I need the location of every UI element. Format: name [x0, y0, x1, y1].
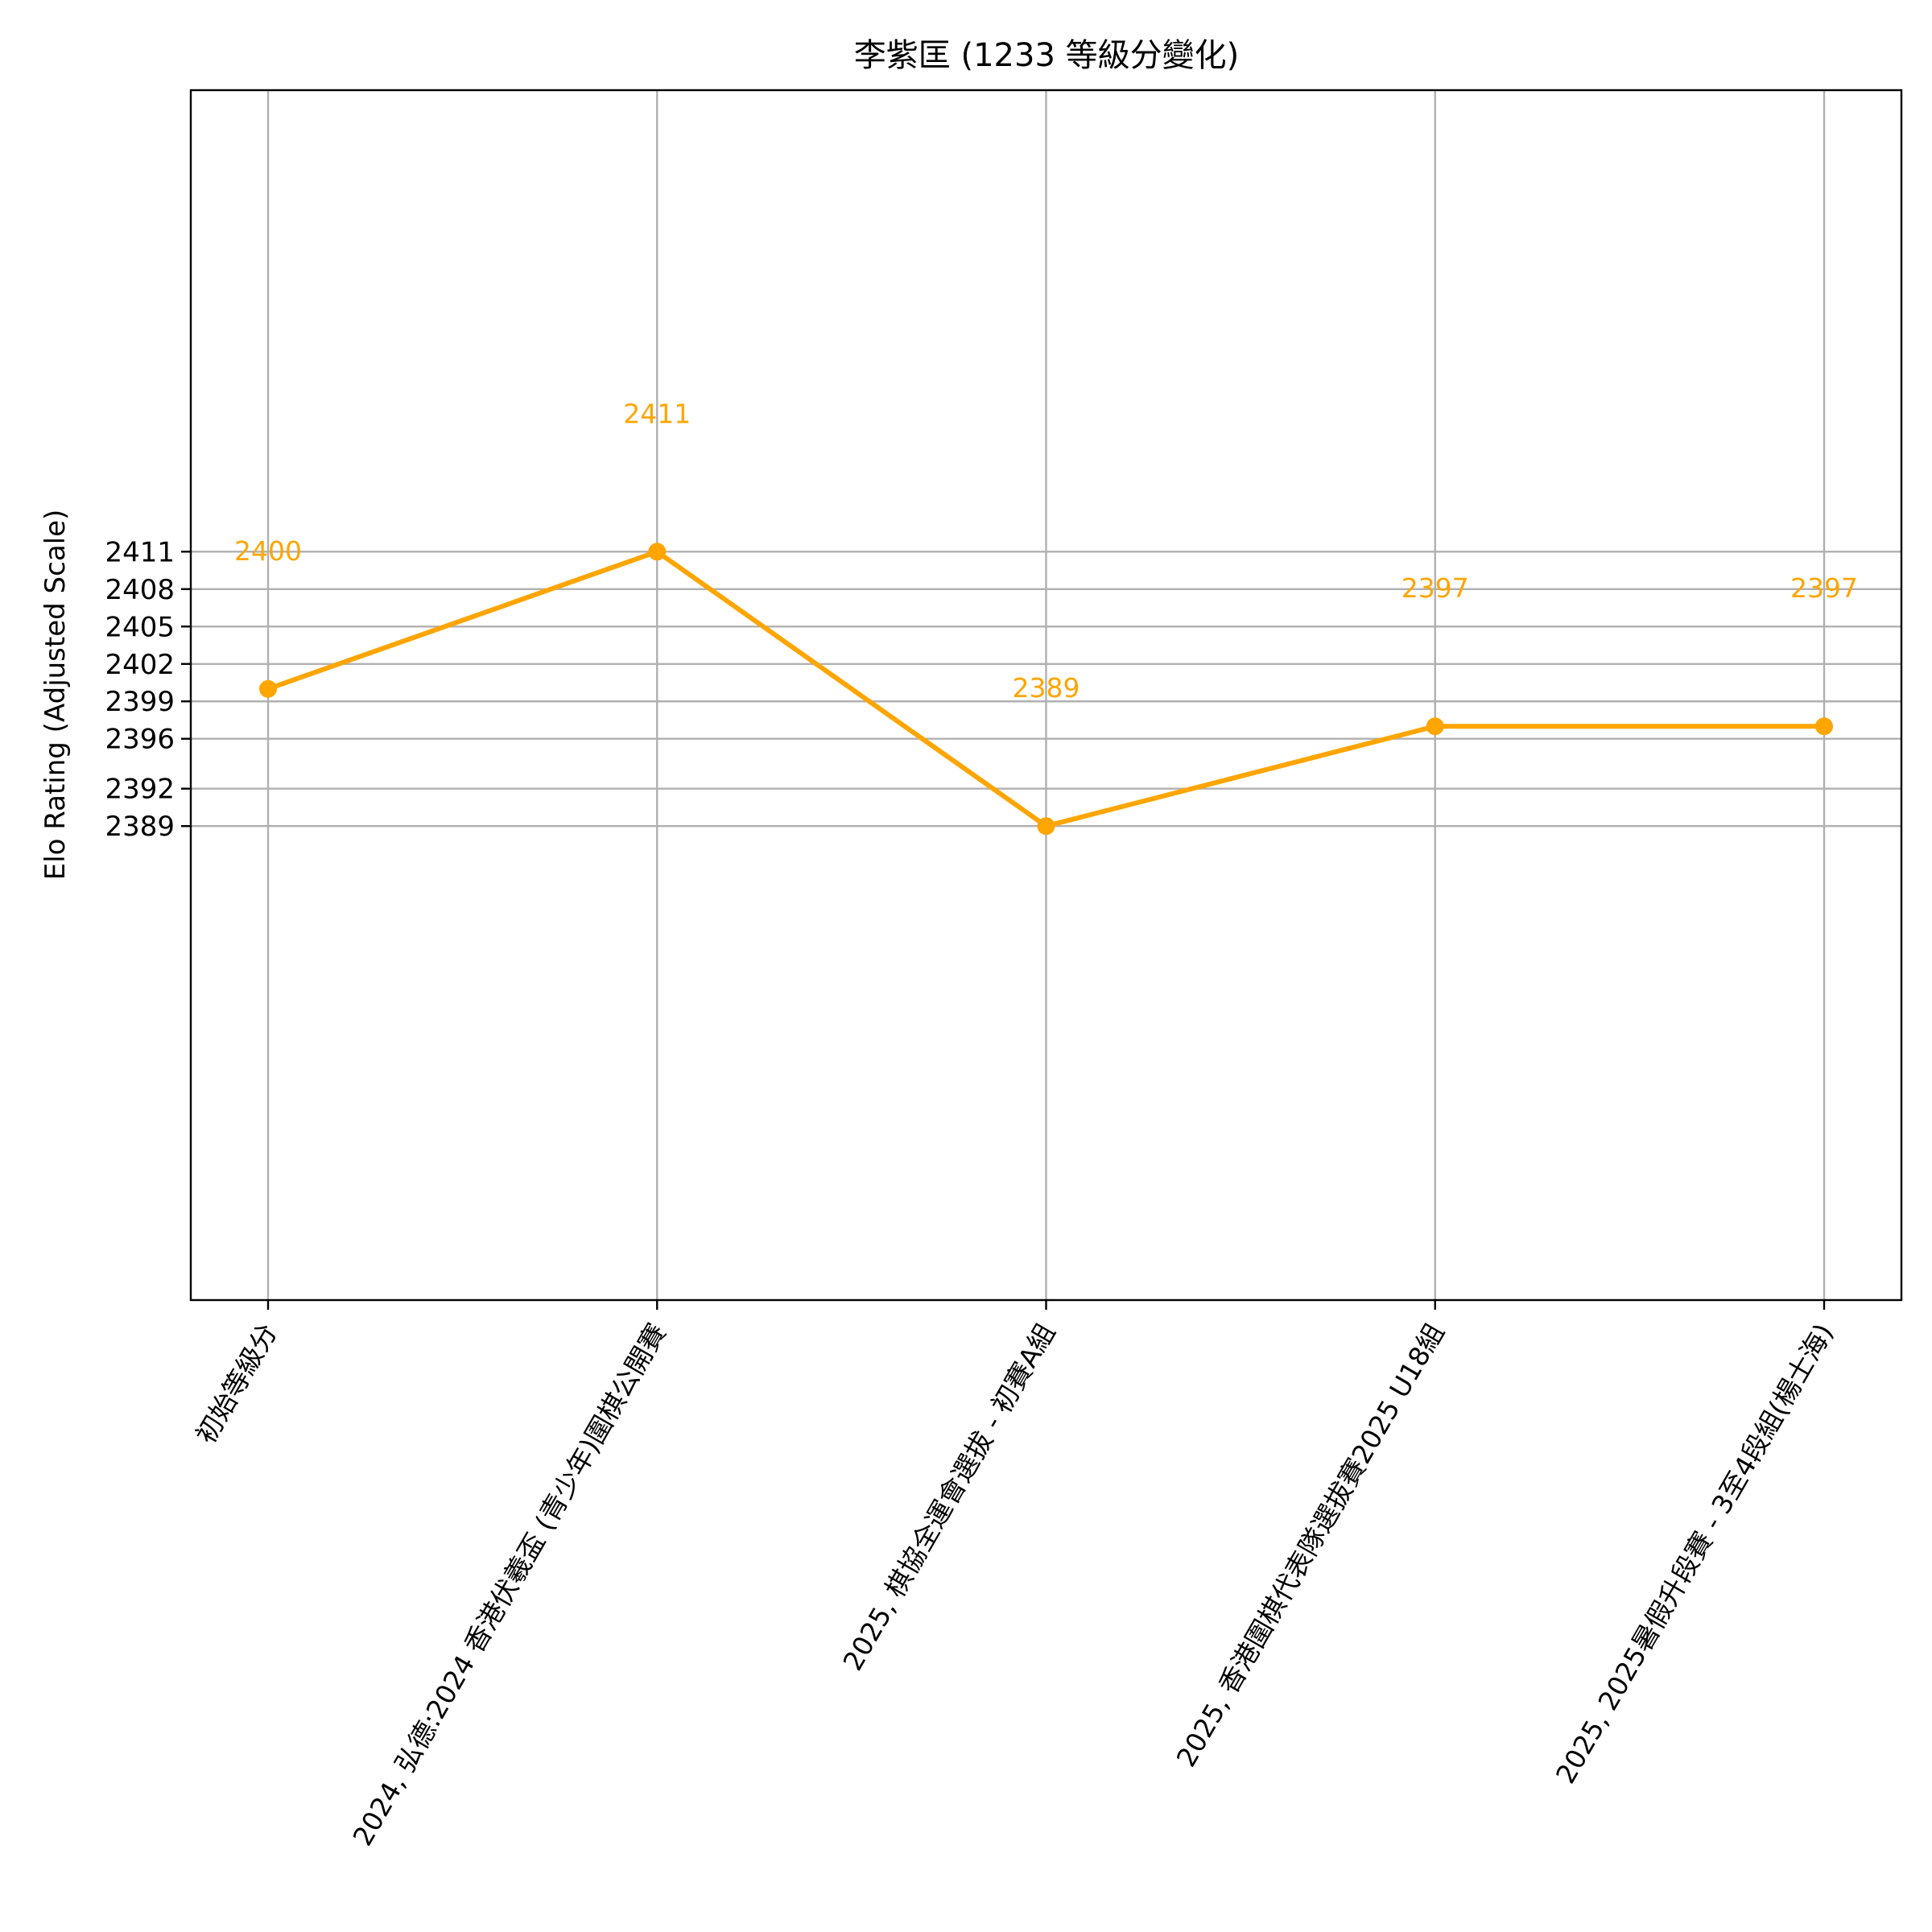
- y-tick-label: 2405: [105, 611, 175, 643]
- y-axis-label: Elo Rating (Adjusted Scale): [39, 510, 72, 881]
- y-axis-ticks: 2389 2392 2396 2399 2402 2405 2408 2411: [105, 536, 191, 843]
- data-point: [1815, 717, 1833, 736]
- x-axis-ticks: 初始等級分 2024, 弘德:2024 香港伏羲盃 (青少年)圍棋公開賽 2025,…: [190, 1300, 1839, 1851]
- y-tick-label: 2396: [105, 724, 175, 756]
- y-tick-label: 2392: [105, 774, 175, 806]
- y-tick-label: 2399: [105, 686, 175, 718]
- y-tick-label: 2411: [105, 536, 175, 568]
- data-labels: 2400 2411 2389 2397 2397: [234, 398, 1858, 704]
- x-tick-label: 初始等級分: [190, 1319, 283, 1449]
- rating-series: [259, 543, 1833, 836]
- data-label: 2389: [1013, 672, 1080, 704]
- data-point: [259, 679, 277, 698]
- data-point: [1037, 817, 1055, 836]
- data-label: 2400: [234, 535, 302, 567]
- x-tick-label: 2025, 香港圍棋代表隊選拔賽2025 U18組: [1170, 1319, 1451, 1773]
- x-tick-label: 2024, 弘德:2024 香港伏羲盃 (青少年)圍棋公開賽: [347, 1319, 673, 1852]
- y-tick-label: 2408: [105, 574, 175, 606]
- data-point: [1426, 717, 1444, 736]
- data-label: 2397: [1402, 572, 1469, 604]
- x-tick-label: 2025, 2025暑假升段賽 - 3至4段組(楊士海): [1550, 1319, 1839, 1790]
- plot-frame: [189, 89, 1903, 1302]
- y-tick-label: 2389: [105, 811, 175, 843]
- data-label: 2397: [1790, 572, 1858, 604]
- x-tick-label: 2025, 棋協全運會選拔 - 初賽A組: [836, 1319, 1061, 1676]
- chart-title: 李紫匡 (1233 等級分變化): [854, 37, 1239, 74]
- data-point: [648, 543, 667, 561]
- data-label: 2411: [623, 398, 691, 429]
- y-tick-label: 2402: [105, 649, 175, 681]
